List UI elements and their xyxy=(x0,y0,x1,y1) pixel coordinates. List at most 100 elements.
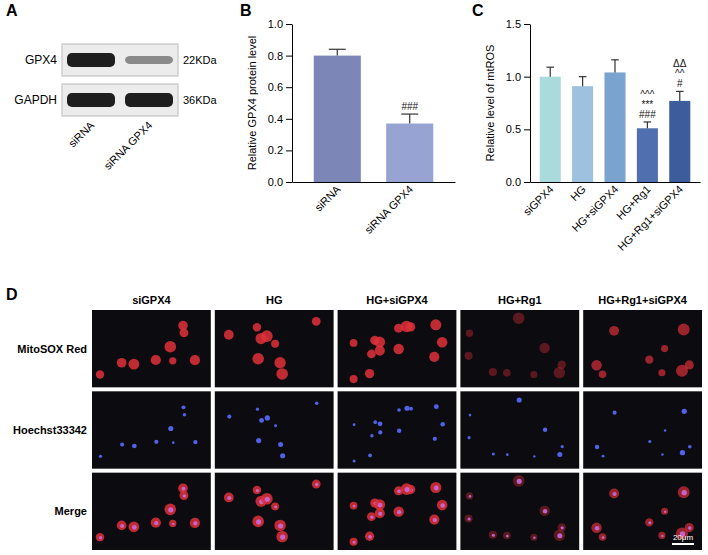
stain-blue xyxy=(688,526,692,530)
stain-blue xyxy=(99,455,102,458)
micrograph xyxy=(460,391,579,468)
stain-blue xyxy=(227,415,231,419)
stain-red xyxy=(530,371,537,378)
stain-blue xyxy=(397,408,401,412)
panel-letter: D xyxy=(6,286,18,303)
stain-blue xyxy=(193,440,197,444)
axis-line xyxy=(531,182,701,183)
bar xyxy=(572,86,593,182)
stain-blue xyxy=(172,523,175,526)
stain-blue xyxy=(469,495,472,498)
stain-blue xyxy=(404,487,409,492)
stain-red xyxy=(164,341,176,353)
tick: siGPX4 xyxy=(521,183,556,218)
stain-blue xyxy=(227,496,231,500)
tick-label: siRNA GPX4 xyxy=(362,183,415,236)
stain-red xyxy=(367,350,376,359)
tick-mark xyxy=(286,182,292,183)
stain-red xyxy=(252,516,264,528)
micrograph xyxy=(460,310,579,387)
x-axis: siGPX4HGHG+siGPX4HG+Rg1HG+Rg1+siGPX4 xyxy=(521,183,701,253)
tick-label: siGPX4 xyxy=(521,183,556,218)
stain-red xyxy=(96,370,104,378)
micrograph xyxy=(92,391,211,468)
stain-red xyxy=(169,520,176,527)
stain-red xyxy=(609,326,619,336)
stain-red xyxy=(558,360,566,368)
stain-red xyxy=(365,532,374,541)
micrograph-background xyxy=(215,391,334,468)
stain-blue xyxy=(664,510,666,512)
stain-red xyxy=(661,508,668,515)
tick-label: 0.5 xyxy=(506,123,521,135)
micrograph xyxy=(583,310,702,387)
error-bar xyxy=(644,122,652,128)
error-cap xyxy=(644,121,652,122)
micrograph xyxy=(338,310,457,387)
stain-blue xyxy=(193,521,197,525)
stain-red xyxy=(117,521,127,531)
stain-red xyxy=(599,371,607,379)
bar xyxy=(314,56,361,182)
error-cap xyxy=(401,113,418,114)
stain-red xyxy=(429,352,439,362)
micrograph xyxy=(215,473,334,550)
stain-red xyxy=(539,343,549,353)
panel-letter: B xyxy=(240,2,252,19)
stain-red xyxy=(367,512,376,521)
stain-blue xyxy=(661,535,664,538)
error-stem xyxy=(550,67,551,76)
stain-blue xyxy=(440,422,445,427)
significance-label: # xyxy=(677,78,683,89)
blot-band xyxy=(67,93,115,107)
stain-red xyxy=(530,534,537,541)
bar xyxy=(604,72,625,182)
stain-blue xyxy=(378,421,383,426)
stain-blue xyxy=(154,521,158,525)
stain-red xyxy=(678,324,690,336)
row-label: MitoSOX Red xyxy=(17,343,87,355)
error-cap xyxy=(329,49,346,50)
micrograph xyxy=(583,391,702,468)
tick: 0.0 xyxy=(506,176,530,188)
stain-blue xyxy=(543,428,547,432)
row-label: Hoechst33342 xyxy=(13,424,87,436)
micrograph-background xyxy=(460,391,579,468)
tick: HG+siGPX4 xyxy=(569,183,620,234)
stain-red xyxy=(685,523,694,532)
stain-red xyxy=(554,530,565,541)
stain-blue xyxy=(182,405,186,409)
column-head: HG+Rg1+siGPX4 xyxy=(598,294,688,306)
stain-red xyxy=(430,319,441,330)
tick-mark xyxy=(286,150,292,151)
stain-blue xyxy=(265,497,270,502)
y-axis: 0.00.51.01.5 xyxy=(506,18,531,188)
column-head: HG xyxy=(266,294,283,306)
micrograph xyxy=(338,391,457,468)
stain-blue xyxy=(469,414,472,417)
stain-red xyxy=(276,531,288,543)
blot-size-label: 22KDa xyxy=(183,54,218,66)
stain-blue xyxy=(468,436,471,439)
tick: HG xyxy=(568,183,588,203)
stain-blue xyxy=(172,441,175,444)
micrograph: 20μm xyxy=(583,473,702,550)
stain-blue xyxy=(378,430,382,434)
tick-mark xyxy=(524,129,530,130)
stain-red xyxy=(252,353,264,365)
stain-blue xyxy=(492,452,495,455)
stain-red xyxy=(190,355,200,365)
blot-lane-label: siRNA xyxy=(66,118,97,149)
stain-red xyxy=(151,355,161,365)
micrograph xyxy=(215,391,334,468)
stain-blue xyxy=(280,453,285,458)
stain-red xyxy=(365,369,374,378)
stain-blue xyxy=(368,454,372,458)
stain-blue xyxy=(378,512,382,516)
stain-red xyxy=(429,515,439,525)
stain-red xyxy=(350,502,358,510)
column-head: HG+siGPX4 xyxy=(366,294,428,306)
stain-blue xyxy=(517,479,522,484)
blot-strip xyxy=(62,84,178,116)
tick: 0.6 xyxy=(268,81,292,93)
